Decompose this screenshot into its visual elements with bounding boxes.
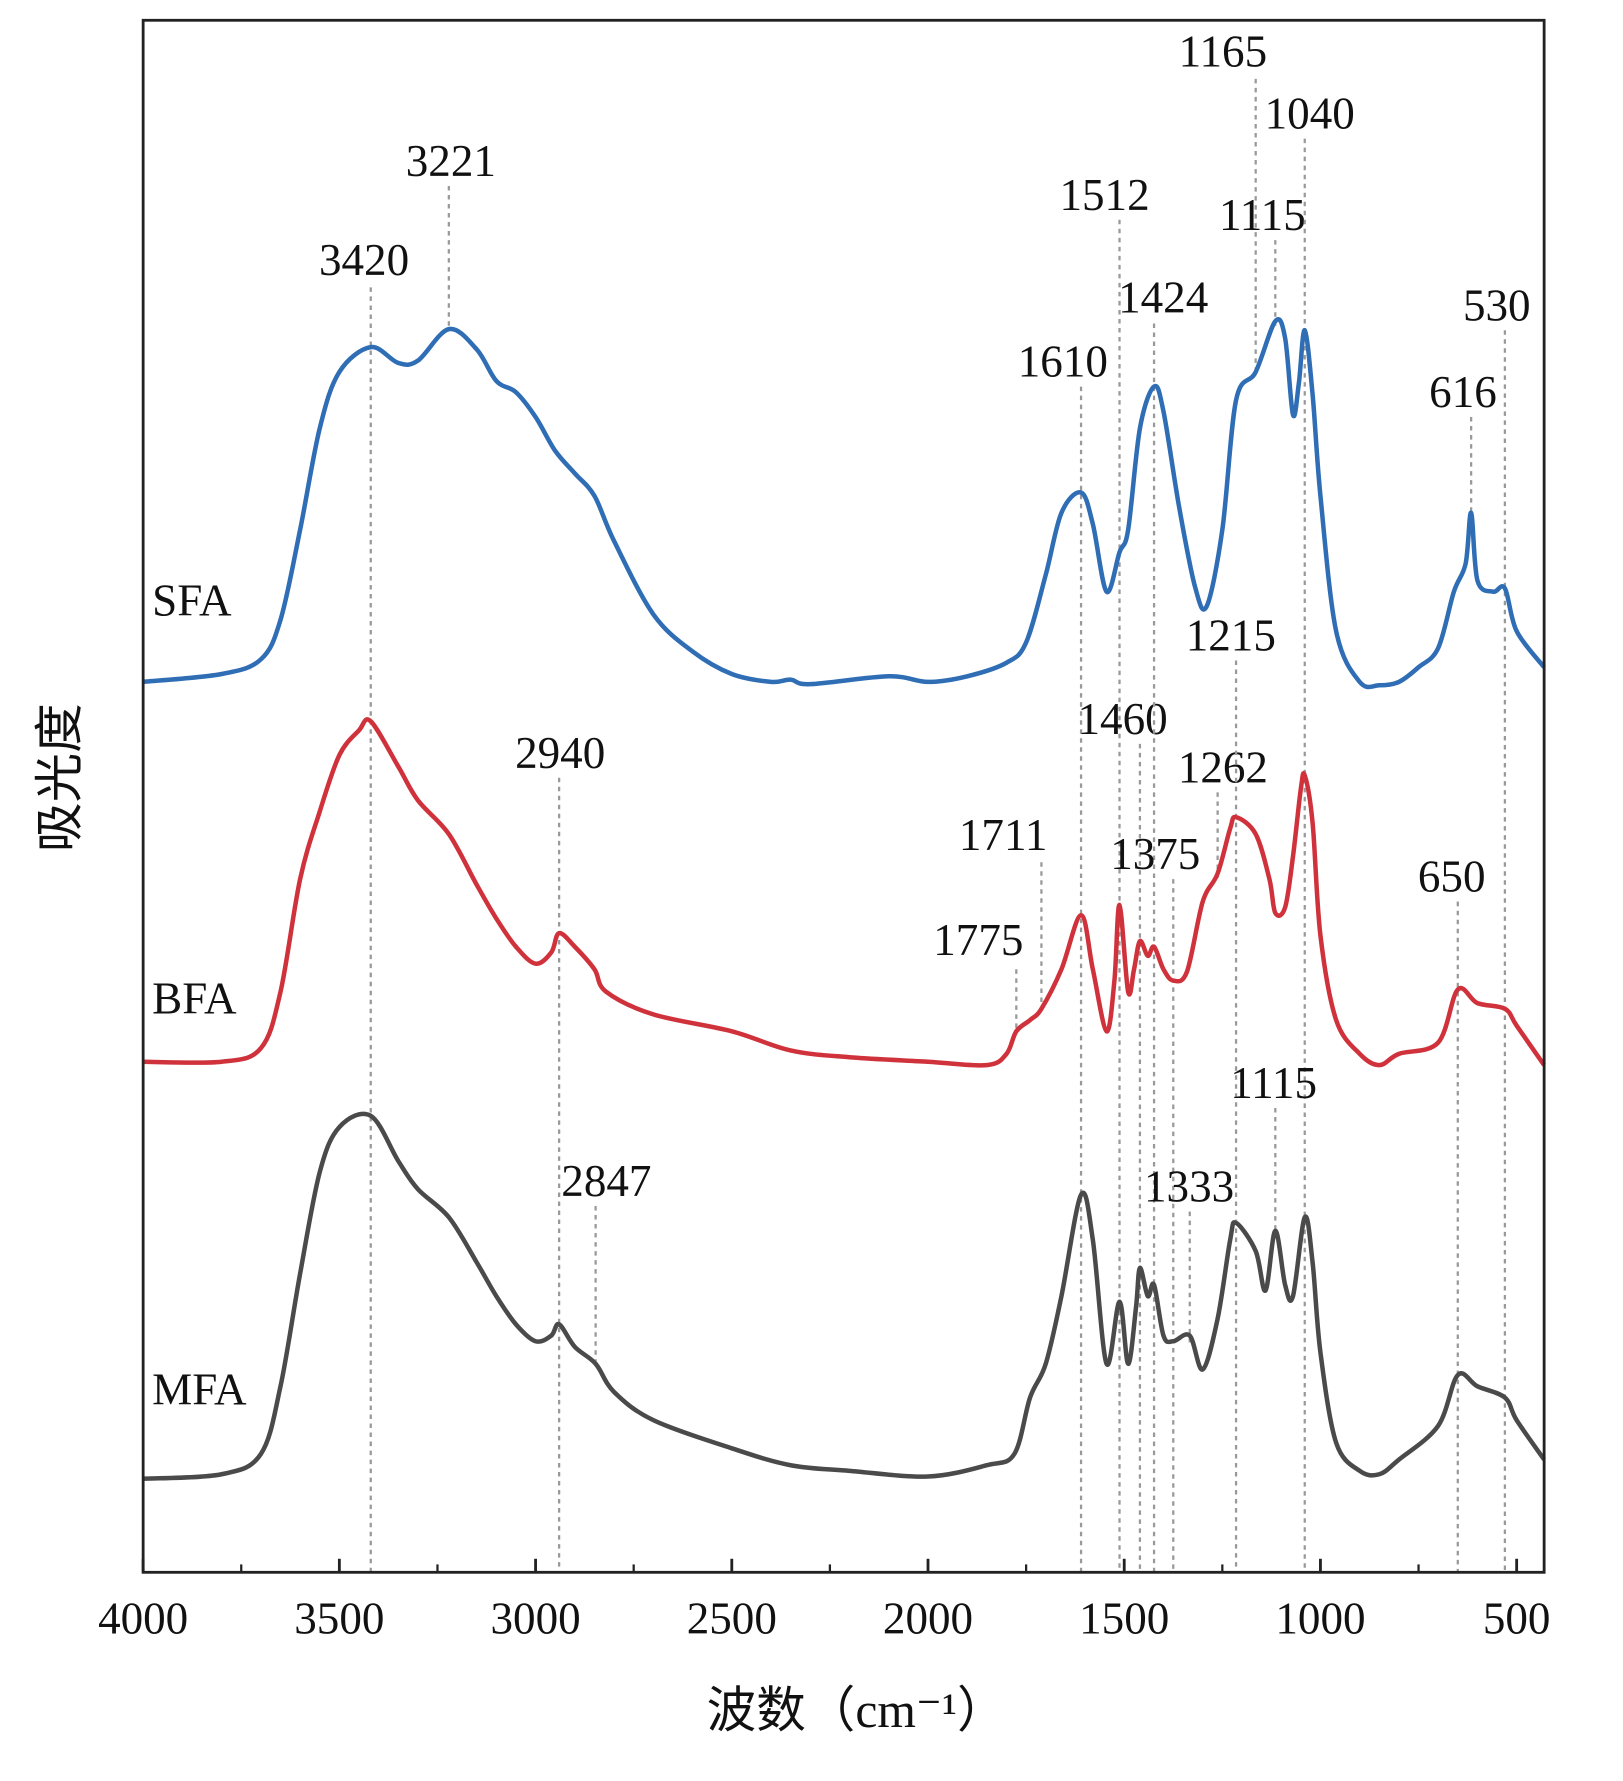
annotation-label: 2847 — [561, 1156, 651, 1206]
spectrum-line — [143, 1111, 1546, 1482]
x-tick-label: 2000 — [883, 1593, 973, 1643]
annotation-label: 3221 — [406, 136, 496, 186]
x-tick-label: 3000 — [490, 1593, 580, 1643]
y-axis-title: 吸光度 — [33, 703, 88, 852]
series-label: BFA — [152, 973, 237, 1023]
annotation-label: 3420 — [319, 235, 409, 285]
annotation-label: 616 — [1429, 367, 1497, 417]
series-label: MFA — [152, 1365, 247, 1415]
annotation-label: 1375 — [1110, 829, 1200, 879]
annotation-label: 1424 — [1118, 272, 1208, 322]
annotation-label: 1333 — [1144, 1162, 1234, 1212]
annotation-label: 530 — [1463, 280, 1531, 330]
annotation-label: 1040 — [1265, 89, 1355, 139]
annotation-label: 650 — [1418, 852, 1486, 902]
x-tick-label: 500 — [1483, 1593, 1551, 1643]
annotation-label: 1262 — [1178, 742, 1268, 792]
annotation-label: 1460 — [1078, 694, 1168, 744]
plot-root: 吸光度 波数（cm⁻¹） 3420 3221 2940 2847 1775 1711 161… — [33, 18, 1551, 1738]
series-label: SFA — [152, 576, 232, 626]
x-tick-label: 1000 — [1275, 1593, 1365, 1643]
annotation-label: 1610 — [1018, 337, 1108, 387]
annotation-label: 1115 — [1230, 1058, 1317, 1108]
annotation-label: 1215 — [1186, 611, 1276, 661]
annotation-label: 1165 — [1179, 27, 1267, 77]
x-axis-title: 波数（cm⁻¹） — [707, 1683, 1007, 1738]
annotation-label: 1512 — [1059, 170, 1149, 220]
annotation-label: 2940 — [515, 728, 605, 778]
annotation-label: 1711 — [959, 810, 1047, 860]
x-tick-label: 1500 — [1079, 1593, 1169, 1643]
annotation-label: 1115 — [1219, 190, 1306, 240]
annotation-label: 1775 — [933, 915, 1023, 965]
plot-frame — [141, 18, 1546, 1574]
x-tick-label: 2500 — [687, 1593, 777, 1643]
spectrum-line — [143, 717, 1546, 1068]
x-tick-label: 3500 — [294, 1593, 384, 1643]
spectrum-line — [142, 317, 1546, 690]
x-tick-label: 4000 — [98, 1593, 188, 1643]
